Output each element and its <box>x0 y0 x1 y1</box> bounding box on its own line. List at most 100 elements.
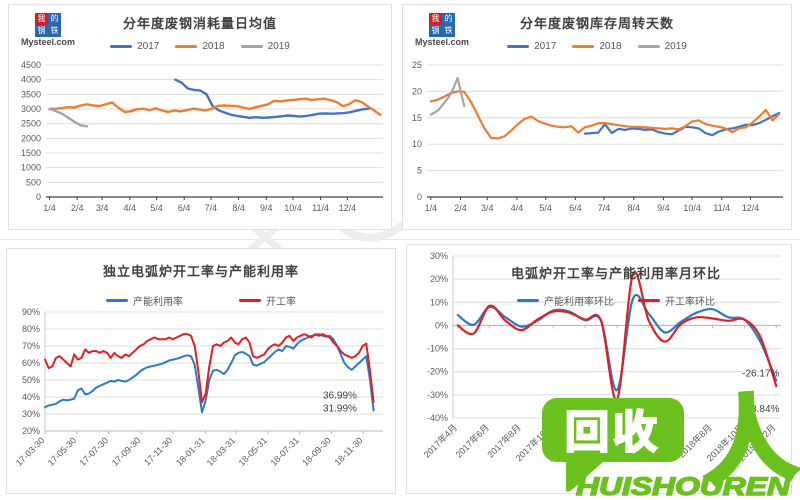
chart-legend: 2017 2018 2019 <box>9 41 391 52</box>
svg-text:18-03-31: 18-03-31 <box>205 435 238 468</box>
svg-text:1000: 1000 <box>21 163 41 173</box>
svg-text:11/4: 11/4 <box>312 203 329 213</box>
svg-text:12/4: 12/4 <box>339 203 357 213</box>
svg-text:6/4: 6/4 <box>569 203 582 213</box>
svg-text:-20%: -20% <box>427 367 448 377</box>
svg-text:2/4: 2/4 <box>454 203 467 213</box>
panel-inventory-turnover: 我 的 钢 铁 Mysteel.com 分年度废钢库存周转天数 2017 201… <box>402 4 792 230</box>
svg-text:1500: 1500 <box>21 148 41 158</box>
svg-text:2500: 2500 <box>21 119 41 129</box>
svg-text:80%: 80% <box>22 324 40 334</box>
svg-text:2017年6月: 2017年6月 <box>453 422 491 460</box>
svg-text:0: 0 <box>36 192 41 202</box>
legend-item-2019: 2019 <box>637 41 687 52</box>
legend-swatch <box>240 45 263 48</box>
chart-legend: 产能利用率 开工率 <box>7 293 395 308</box>
mysteel-char: 钢 <box>429 25 442 37</box>
svg-text:-23.84%: -23.84% <box>742 404 779 415</box>
line-chart-mom-change: -40% -30% -20% -10% 0% 10% 20% 30% 2017年4月2017年6… <box>421 251 781 463</box>
svg-text:5/4: 5/4 <box>539 203 552 213</box>
svg-text:9/4: 9/4 <box>657 203 670 213</box>
svg-text:6/4: 6/4 <box>178 203 191 213</box>
legend-swatch <box>637 45 660 48</box>
mysteel-char: 铁 <box>48 25 61 37</box>
svg-text:18-01-31: 18-01-31 <box>174 435 207 468</box>
mysteel-char: 我 <box>429 13 442 25</box>
mysteel-wordmark: Mysteel.com <box>415 37 470 47</box>
chart-title: 电弧炉开工率与产能利用率月环比 <box>510 266 721 281</box>
mysteel-char: 我 <box>35 13 48 25</box>
mysteel-char: 铁 <box>442 25 455 37</box>
svg-text:10: 10 <box>412 139 422 149</box>
svg-text:7/4: 7/4 <box>205 203 218 213</box>
svg-text:10/4: 10/4 <box>284 203 302 213</box>
mysteel-char: 的 <box>442 13 455 25</box>
legend-item-2017: 2017 <box>507 41 556 52</box>
svg-text:3/4: 3/4 <box>96 203 109 213</box>
legend-swatch <box>106 299 128 302</box>
svg-text:30%: 30% <box>430 251 448 261</box>
legend-item-capacity-utilization: 产能利用率 <box>106 293 183 308</box>
chart-title: 独立电弧炉开工率与产能利用率 <box>102 264 299 279</box>
svg-text:17-07-30: 17-07-30 <box>78 435 111 468</box>
svg-text:3000: 3000 <box>21 104 41 114</box>
svg-text:-30%: -30% <box>427 390 448 400</box>
legend-item-2018: 2018 <box>175 41 225 52</box>
svg-text:8/4: 8/4 <box>627 203 640 213</box>
svg-text:20%: 20% <box>430 274 448 284</box>
svg-text:8/4: 8/4 <box>232 203 245 213</box>
svg-text:18-11-30: 18-11-30 <box>333 435 365 467</box>
svg-text:7/4: 7/4 <box>598 203 611 213</box>
svg-text:500: 500 <box>26 177 41 187</box>
mysteel-mark-icon: 我 的 钢 铁 <box>35 13 61 37</box>
svg-text:-40%: -40% <box>427 413 448 423</box>
legend-label: 2018 <box>202 41 225 52</box>
mysteel-char: 钢 <box>35 25 48 37</box>
svg-text:2000: 2000 <box>21 133 41 143</box>
legend-label: 2018 <box>599 41 622 52</box>
svg-text:20: 20 <box>412 86 422 96</box>
section-divider <box>0 239 800 240</box>
chart-title: 分年度废钢消耗量日均值 <box>122 16 277 31</box>
svg-text:31.99%: 31.99% <box>323 403 357 414</box>
svg-text:4500: 4500 <box>21 60 41 70</box>
legend-label: 产能利用率 <box>133 297 183 308</box>
svg-text:10/4: 10/4 <box>683 203 701 213</box>
svg-text:25: 25 <box>412 60 422 70</box>
svg-text:36.99%: 36.99% <box>323 391 357 402</box>
svg-text:18-09-30: 18-09-30 <box>300 435 333 468</box>
svg-text:18-07-31: 18-07-31 <box>268 435 301 468</box>
svg-text:2018年2月: 2018年2月 <box>580 422 618 460</box>
svg-text:-10%: -10% <box>427 344 448 354</box>
mysteel-logo: 我 的 钢 铁 Mysteel.com <box>413 11 487 51</box>
svg-text:70%: 70% <box>22 341 40 351</box>
legend-label: 2017 <box>137 41 160 52</box>
svg-text:90%: 90% <box>22 307 40 317</box>
mysteel-char: 的 <box>48 13 61 25</box>
legend-swatch <box>517 299 539 302</box>
panel-scrap-consumption: 我 的 钢 铁 Mysteel.com 分年度废钢消耗量日均值 2017 201… <box>8 4 392 230</box>
svg-text:4000: 4000 <box>21 75 41 85</box>
chart-legend: 产能利用率环比 开工率环比 <box>407 293 791 308</box>
svg-text:12/4: 12/4 <box>742 203 760 213</box>
svg-text:10%: 10% <box>430 297 448 307</box>
svg-text:3500: 3500 <box>21 89 41 99</box>
svg-text:0%: 0% <box>435 320 448 330</box>
svg-text:5: 5 <box>417 166 422 176</box>
svg-text:-26.17%: -26.17% <box>742 368 779 379</box>
legend-item-capacity-utilization-mom: 产能利用率环比 <box>517 293 614 308</box>
legend-swatch <box>239 299 261 302</box>
svg-text:40%: 40% <box>22 392 40 402</box>
legend-label: 开工率 <box>266 297 296 308</box>
svg-text:2017年4月: 2017年4月 <box>421 422 459 460</box>
mysteel-logo: 我 的 钢 铁 Mysteel.com <box>19 11 93 51</box>
svg-text:20%: 20% <box>22 426 40 436</box>
line-chart-turnover-days: 0 5 10 15 20 25 1/4 2/4 3/4 4/4 5/4 6/4 7/4 8/4 9/4 10/… <box>412 60 783 213</box>
svg-text:2/4: 2/4 <box>71 203 84 213</box>
svg-text:1/4: 1/4 <box>43 203 56 213</box>
legend-item-2018: 2018 <box>572 41 622 52</box>
legend-swatch <box>110 45 133 48</box>
svg-text:17-11-30: 17-11-30 <box>142 435 174 467</box>
mysteel-mark-icon: 我 的 钢 铁 <box>429 13 455 37</box>
